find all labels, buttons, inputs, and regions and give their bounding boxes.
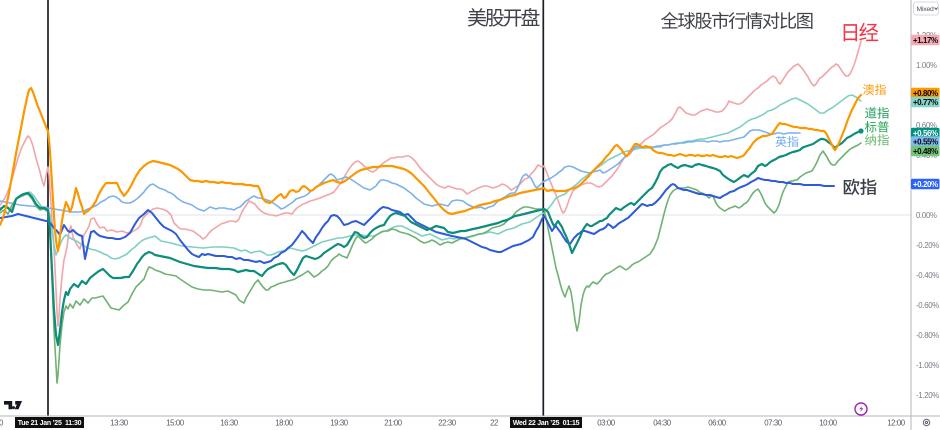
svg-text:+0.48%: +0.48%: [913, 147, 938, 156]
svg-text:-0.20%: -0.20%: [916, 241, 939, 250]
svg-text:Tue 21 Jan ’25 11:30: Tue 21 Jan ’25 11:30: [18, 420, 82, 427]
svg-text:Mixed: Mixed: [917, 6, 935, 13]
svg-text:-1.20%: -1.20%: [916, 391, 939, 400]
svg-text:03:00: 03:00: [597, 418, 616, 427]
svg-text:+0.80%: +0.80%: [913, 89, 938, 98]
svg-text:+0.20%: +0.20%: [913, 180, 938, 189]
svg-text:12:00: 12:00: [887, 418, 906, 427]
svg-text:16:30: 16:30: [220, 418, 239, 427]
svg-text:Wed 22 Jan ’25 01:15: Wed 22 Jan ’25 01:15: [513, 420, 580, 427]
svg-text:10:00: 10:00: [819, 418, 838, 427]
svg-text:22:30: 22:30: [438, 418, 457, 427]
svg-text:-0.40%: -0.40%: [916, 271, 939, 280]
svg-text:13:30: 13:30: [110, 418, 129, 427]
svg-text:0.60%: 0.60%: [916, 121, 937, 130]
svg-text:-0.60%: -0.60%: [916, 301, 939, 310]
svg-text:07:30: 07:30: [764, 418, 783, 427]
svg-text:+0.55%: +0.55%: [913, 137, 938, 146]
svg-text:+1.17%: +1.17%: [913, 36, 938, 45]
svg-text:0.00%: 0.00%: [916, 211, 937, 220]
svg-text:15:00: 15:00: [166, 418, 185, 427]
svg-text:21:00: 21:00: [384, 418, 403, 427]
svg-text:+0.56%: +0.56%: [913, 129, 938, 138]
svg-text:-0.80%: -0.80%: [916, 331, 939, 340]
svg-text:0: 0: [0, 418, 4, 427]
svg-text:22: 22: [490, 418, 498, 427]
svg-text:04:30: 04:30: [653, 418, 672, 427]
svg-text:-1.00%: -1.00%: [916, 361, 939, 370]
svg-text:18:00: 18:00: [275, 418, 294, 427]
svg-text:06:00: 06:00: [708, 418, 727, 427]
svg-text:+0.77%: +0.77%: [913, 98, 938, 107]
svg-text:1.00%: 1.00%: [916, 61, 937, 70]
svg-text:19:30: 19:30: [330, 418, 349, 427]
